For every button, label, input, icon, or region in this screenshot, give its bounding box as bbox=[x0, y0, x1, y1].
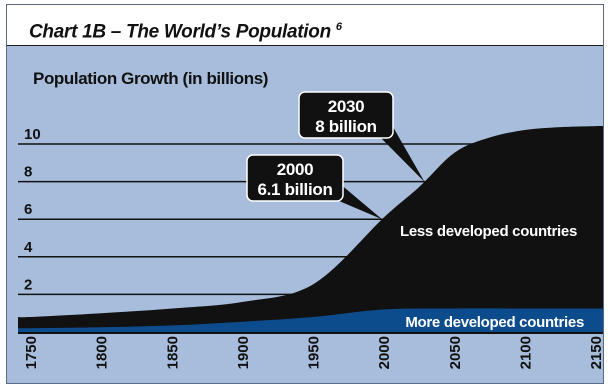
x-tick-label: 1950 bbox=[306, 336, 323, 369]
x-tick-label: 2000 bbox=[376, 336, 393, 369]
chart-title-footnote: 6 bbox=[335, 21, 342, 33]
x-tick-label: 2050 bbox=[447, 336, 464, 369]
title-band: Chart 1B – The World’s Population 6 bbox=[7, 5, 603, 46]
chart-frame: Chart 1B – The World’s Population 6 0 2 4 6… bbox=[6, 4, 604, 384]
y-tick-label: 10 bbox=[24, 126, 41, 143]
callout-box bbox=[246, 154, 344, 202]
y-tick-label: 2 bbox=[24, 276, 32, 293]
y-tick-label: 4 bbox=[24, 239, 33, 256]
population-chart: 0 2 4 6 8 10 Population Growth (in billions) Le… bbox=[18, 69, 604, 369]
y-axis-label: Population Growth (in billions) bbox=[33, 69, 268, 88]
chart-title: Chart 1B – The World’s Population 6 bbox=[29, 21, 342, 43]
series-label-more-developed: More developed countries bbox=[405, 314, 584, 331]
callout-year: 2000 bbox=[277, 160, 314, 179]
y-tick-label: 8 bbox=[24, 164, 32, 181]
callout-box bbox=[298, 91, 394, 139]
callout-year: 2030 bbox=[328, 97, 365, 116]
x-tick-label: 2150 bbox=[588, 336, 604, 369]
x-tick-label: 1900 bbox=[235, 336, 252, 369]
area-less-developed bbox=[18, 126, 603, 332]
callout-value: 8 billion bbox=[315, 117, 377, 136]
x-tick-label: 1850 bbox=[164, 336, 181, 369]
callout-value: 6.1 billion bbox=[257, 180, 332, 199]
area-more-developed bbox=[18, 308, 603, 332]
x-tick-label: 1800 bbox=[94, 336, 111, 369]
series-label-less-developed: Less developed countries bbox=[400, 223, 577, 240]
y-tick-label: 6 bbox=[24, 201, 32, 218]
x-tick-label: 1750 bbox=[23, 336, 40, 369]
x-tick-label: 2100 bbox=[517, 336, 534, 369]
y-tick-label: 0 bbox=[24, 314, 32, 331]
chart-title-text: Chart 1B – The World’s Population bbox=[29, 21, 331, 43]
